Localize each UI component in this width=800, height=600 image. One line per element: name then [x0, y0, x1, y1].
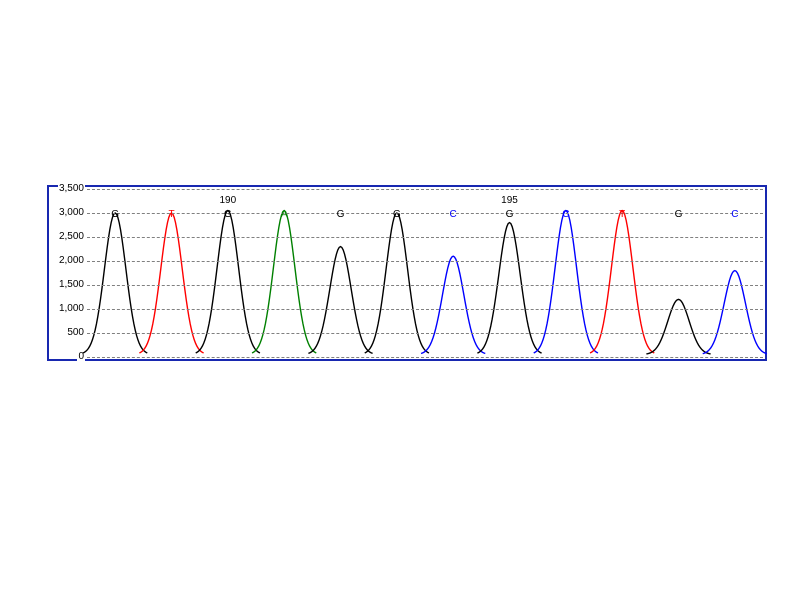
- gridline: [87, 285, 763, 286]
- trace-peak: [646, 299, 710, 354]
- y-tick-label: 0: [77, 352, 85, 362]
- base-call-label: C: [450, 210, 457, 220]
- base-call-label: G: [675, 210, 683, 220]
- position-label: 195: [501, 196, 518, 206]
- trace-peak: [308, 247, 372, 354]
- y-tick-label: 1,000: [58, 304, 85, 314]
- gridline: [87, 261, 763, 262]
- y-tick-label: 2,500: [58, 232, 85, 242]
- y-tick-label: 500: [66, 328, 85, 338]
- gridline: [87, 213, 763, 214]
- base-call-label: C: [731, 210, 738, 220]
- gridline: [87, 357, 763, 358]
- y-tick-label: 3,000: [58, 208, 85, 218]
- y-tick-label: 3,500: [58, 184, 85, 194]
- gridline: [87, 237, 763, 238]
- y-axis-labels: 05001,0001,5002,0002,5003,0003,500: [47, 189, 87, 357]
- trace-peak: [252, 211, 316, 353]
- gridline: [87, 309, 763, 310]
- trace-peak: [590, 211, 654, 353]
- position-label: 190: [219, 196, 236, 206]
- trace-peak: [421, 256, 485, 353]
- base-call-label: G: [337, 210, 345, 220]
- base-call-label: C: [562, 210, 569, 220]
- base-call-label: T: [168, 210, 174, 220]
- base-call-label: A: [281, 210, 288, 220]
- gridline: [87, 189, 763, 190]
- trace-peak: [534, 211, 598, 353]
- plot-area: G T G A G G C G C T G C 190 195: [87, 189, 763, 357]
- base-call-label: T: [619, 210, 625, 220]
- base-call-label: G: [506, 210, 514, 220]
- trace-peak: [703, 271, 767, 354]
- base-call-label: G: [224, 210, 232, 220]
- y-tick-label: 2,000: [58, 256, 85, 266]
- base-call-label: G: [393, 210, 401, 220]
- trace-svg: [87, 189, 763, 357]
- gridline: [87, 333, 763, 334]
- trace-peak: [196, 211, 260, 353]
- y-tick-label: 1,500: [58, 280, 85, 290]
- base-call-label: G: [111, 210, 119, 220]
- canvas: { "image_size": { "w": 800, "h": 600 }, …: [0, 0, 800, 600]
